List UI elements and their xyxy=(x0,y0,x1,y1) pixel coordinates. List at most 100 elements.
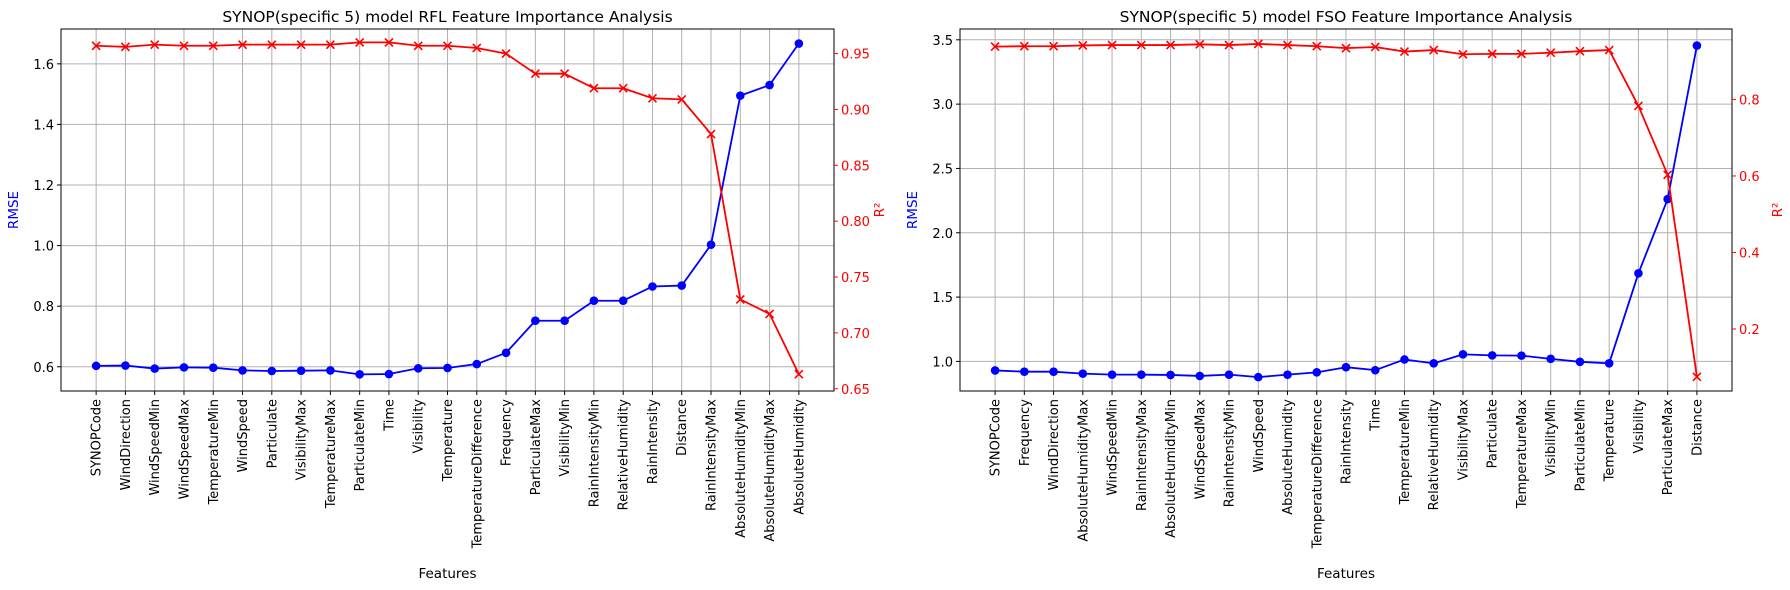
y-axis-label: RMSE xyxy=(6,191,22,229)
x-tick-label: Temperature xyxy=(1603,399,1618,482)
x-tick-label: TemperatureDifference xyxy=(470,399,485,549)
y2-tick-label: 0.85 xyxy=(841,159,870,174)
y2-axis-label: R² xyxy=(1770,203,1786,218)
y-tick-label: 0.6 xyxy=(33,361,54,376)
rmse-point xyxy=(1341,362,1351,372)
rmse-point xyxy=(560,316,569,326)
r2-point xyxy=(618,83,628,93)
x-tick-label: VisibilityMax xyxy=(1456,399,1471,481)
r2-point xyxy=(384,37,394,47)
rmse-point xyxy=(736,91,745,100)
x-tick-label: ParticulateMin xyxy=(353,399,368,491)
x-axis-label: Features xyxy=(418,566,476,582)
r2-point xyxy=(647,93,658,103)
r2-point xyxy=(1019,41,1029,51)
x-tick-label: RelativeHumidity xyxy=(1427,399,1442,511)
x-tick-label: TemperatureMin xyxy=(207,399,222,505)
rmse-point xyxy=(1575,357,1585,367)
rmse-point xyxy=(267,366,277,376)
rmse-point xyxy=(150,364,159,373)
r2-point xyxy=(1165,40,1176,50)
y-tick-label: 2.0 xyxy=(932,227,953,242)
x-tick-label: ParticulateMin xyxy=(1573,399,1588,491)
r2-point xyxy=(208,41,218,51)
chart-panel-fso: 1.0 1.5 2.0 2.5 3.0 3.5 0.2 0.4 0.6 0.8 SYNOPCode F… xyxy=(905,8,1786,582)
r2-point xyxy=(1136,40,1146,50)
x-tick-label: RelativeHumidity xyxy=(617,399,632,511)
x-tick-label: VisibilityMin xyxy=(558,399,573,477)
x-tick-label: TemperatureMin xyxy=(1398,399,1413,505)
r2-point xyxy=(1429,45,1439,55)
y2-tick-label: 0.90 xyxy=(841,103,870,118)
rmse-point xyxy=(1195,371,1205,381)
r2-point xyxy=(1282,40,1293,50)
r2-point xyxy=(1546,48,1556,58)
rmse-point xyxy=(1370,365,1380,375)
rmse-point xyxy=(208,363,218,372)
r2-point xyxy=(1195,39,1205,49)
rmse-point xyxy=(1692,41,1702,50)
x-tick-label: Particulate xyxy=(1486,399,1501,468)
rmse-point xyxy=(648,282,657,291)
x-tick-label: Frequency xyxy=(500,399,515,466)
x-tick-label: AbsoluteHumidity xyxy=(1281,399,1296,515)
rmse-point xyxy=(1663,194,1672,204)
chart-title: SYNOP(specific 5) model FSO Feature Impo… xyxy=(1120,8,1573,26)
rmse-point xyxy=(1312,368,1322,377)
y2-tick-label: 0.80 xyxy=(841,215,870,230)
y-tick-label: 3.0 xyxy=(932,98,953,113)
y2-tick-label: 0.95 xyxy=(841,48,870,63)
x-tick-label: RainIntensityMax xyxy=(705,399,720,511)
y2-tick-label: 0.6 xyxy=(1739,170,1760,185)
y2-tick-label: 0.75 xyxy=(841,271,870,286)
x-tick-label: Distance xyxy=(675,399,690,456)
x-tick-label: WindDirection xyxy=(1047,399,1062,490)
r2-point xyxy=(794,369,804,379)
x-tick-label: SYNOPCode xyxy=(90,399,105,476)
rmse-point xyxy=(179,363,189,372)
x-tick-label: WindSpeedMax xyxy=(177,399,192,500)
r2-point xyxy=(1107,40,1117,50)
y2-tick-label: 0.65 xyxy=(841,383,870,398)
rmse-point xyxy=(765,80,774,90)
x-tick-label: WindSpeedMin xyxy=(1106,399,1121,496)
r2-point xyxy=(530,69,540,79)
rmse-point xyxy=(1604,359,1614,368)
y-tick-label: 1.4 xyxy=(33,118,54,133)
r2-point xyxy=(325,40,335,50)
r2-point xyxy=(296,40,306,50)
y2-tick-label: 0.2 xyxy=(1739,323,1760,338)
rmse-point xyxy=(1049,367,1058,377)
rmse-point xyxy=(589,296,599,306)
y-tick-label: 1.6 xyxy=(33,58,54,73)
r2-point xyxy=(990,42,1000,52)
x-tick-label: WindSpeedMax xyxy=(1193,399,1208,500)
x-tick-label: RainIntensityMin xyxy=(1223,399,1238,507)
r2-point xyxy=(1633,101,1643,111)
x-tick-label: Frequency xyxy=(1018,399,1033,466)
rmse-point xyxy=(413,363,423,373)
rmse-point xyxy=(355,370,364,379)
rmse-point xyxy=(296,366,306,376)
r2-point xyxy=(1663,170,1673,180)
x-tick-label: RainIntensity xyxy=(646,399,661,484)
x-tick-label: Time xyxy=(1369,399,1384,432)
y-tick-label: 1.0 xyxy=(932,355,953,370)
rmse-point xyxy=(91,361,101,371)
y-axis-label: RMSE xyxy=(905,191,921,229)
rmse-point xyxy=(1020,367,1029,377)
r2-point xyxy=(1692,372,1702,382)
r2-point xyxy=(1604,45,1614,55)
rmse-point xyxy=(1224,370,1234,379)
x-tick-label: TemperatureMax xyxy=(1515,399,1530,510)
x-tick-label: WindSpeed xyxy=(236,399,251,472)
r2-point xyxy=(589,83,599,93)
r2-point xyxy=(706,129,716,139)
y-tick-label: 2.5 xyxy=(932,162,953,177)
x-tick-label: VisibilityMax xyxy=(295,399,310,481)
rmse-point xyxy=(384,369,394,379)
rmse-point xyxy=(1253,372,1263,382)
r2-point xyxy=(1487,49,1497,59)
rmse-point xyxy=(1546,354,1555,364)
